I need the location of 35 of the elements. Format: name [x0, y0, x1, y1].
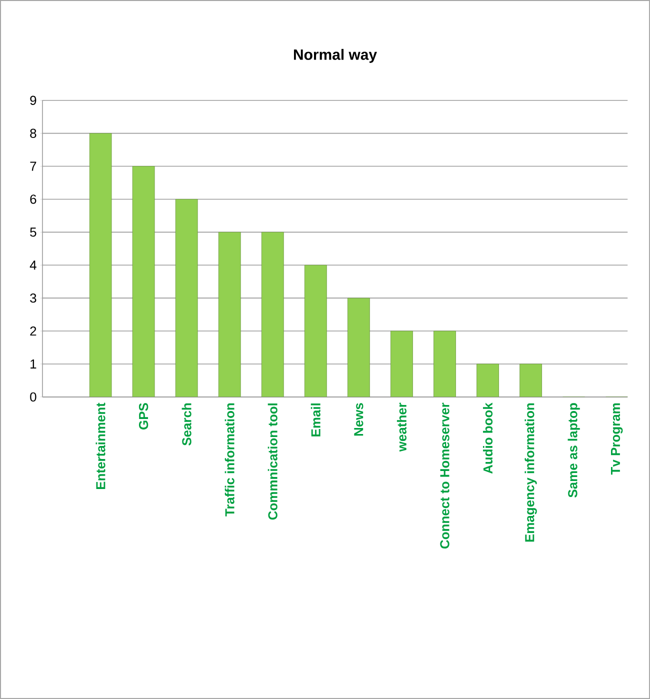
x-tick-label: Traffic information	[224, 403, 234, 516]
x-tick-label: weather	[396, 402, 406, 452]
y-tick-label: 5	[30, 228, 36, 237]
bar	[262, 232, 284, 397]
bar	[132, 166, 155, 397]
bar	[434, 331, 456, 397]
chart-title: Normal way	[294, 48, 377, 63]
y-tick-label: 8	[30, 128, 36, 138]
x-tick-label: GPS	[138, 403, 148, 430]
bar	[304, 265, 327, 397]
x-tick-label: Audio book	[482, 402, 492, 474]
bar	[476, 364, 499, 397]
y-tick-label: 0	[30, 392, 36, 402]
bar	[176, 199, 198, 397]
x-tick-label: Same as laptop	[568, 403, 580, 498]
y-tick-label: 3	[30, 293, 36, 303]
x-tick-label: Emagency information	[524, 403, 537, 542]
y-tick-label: 1	[30, 360, 36, 368]
bar	[218, 232, 241, 397]
y-tick-label: 6	[30, 194, 36, 204]
bar	[90, 133, 112, 397]
y-tick-label: 9	[30, 96, 36, 105]
bar	[390, 331, 413, 397]
x-tick-label: News	[354, 403, 364, 436]
x-tick-label: Search	[182, 403, 192, 446]
bar	[520, 364, 542, 397]
x-tick-label: Connect to Homeserver	[440, 402, 450, 548]
bar	[348, 298, 370, 397]
y-tick-label: 2	[30, 326, 36, 336]
x-tick-label: Entertainment	[96, 402, 106, 489]
x-tick-label: Tv Program	[610, 403, 623, 475]
y-tick-label: 7	[30, 162, 36, 171]
x-tick-label: Email	[310, 404, 320, 436]
y-tick-label: 4	[30, 260, 36, 270]
x-tick-label: Commnication tool	[268, 404, 278, 520]
